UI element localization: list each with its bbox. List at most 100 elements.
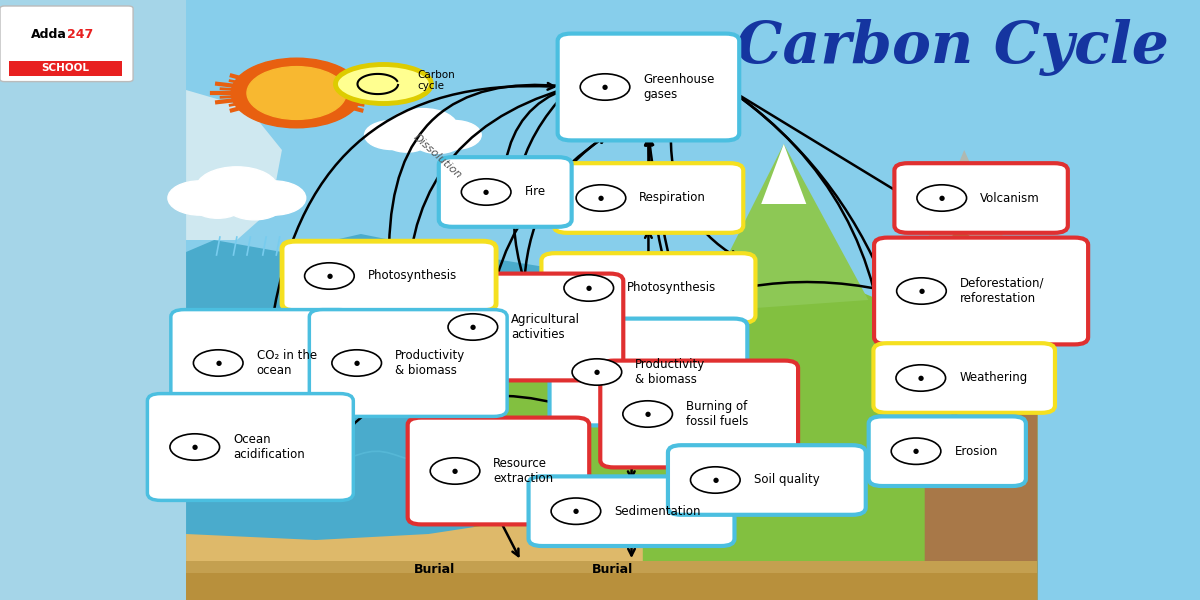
Circle shape — [551, 498, 601, 524]
Text: ●: ● — [938, 195, 944, 201]
Polygon shape — [880, 330, 930, 480]
FancyBboxPatch shape — [550, 319, 748, 425]
Text: Photosynthesis: Photosynthesis — [628, 281, 716, 295]
Text: Dissolution: Dissolution — [412, 132, 463, 180]
FancyBboxPatch shape — [528, 476, 734, 546]
Circle shape — [247, 67, 347, 119]
Text: Sedimentation: Sedimentation — [614, 505, 701, 518]
Circle shape — [191, 190, 244, 218]
Polygon shape — [902, 150, 1026, 300]
Polygon shape — [186, 573, 1038, 600]
Circle shape — [690, 467, 740, 493]
Circle shape — [413, 127, 462, 154]
Circle shape — [427, 121, 481, 149]
Text: Deforestation/
reforestation: Deforestation/ reforestation — [960, 277, 1044, 305]
FancyBboxPatch shape — [558, 34, 739, 140]
Circle shape — [193, 350, 244, 376]
FancyBboxPatch shape — [148, 394, 353, 500]
FancyBboxPatch shape — [869, 416, 1026, 486]
FancyBboxPatch shape — [282, 241, 496, 311]
FancyBboxPatch shape — [439, 157, 571, 227]
Polygon shape — [700, 144, 869, 312]
Text: Weathering: Weathering — [959, 371, 1027, 385]
Circle shape — [226, 188, 283, 220]
Polygon shape — [474, 264, 1038, 600]
Polygon shape — [186, 234, 643, 600]
Text: ●: ● — [452, 468, 458, 474]
Circle shape — [581, 74, 630, 100]
Circle shape — [384, 128, 430, 152]
Text: 247: 247 — [66, 28, 92, 41]
Text: Fire: Fire — [524, 185, 546, 199]
FancyBboxPatch shape — [426, 274, 623, 380]
Text: Respiration: Respiration — [640, 191, 706, 205]
FancyBboxPatch shape — [170, 310, 353, 416]
FancyBboxPatch shape — [0, 0, 186, 600]
FancyBboxPatch shape — [874, 343, 1055, 413]
Circle shape — [896, 278, 947, 304]
FancyBboxPatch shape — [668, 445, 865, 515]
FancyBboxPatch shape — [541, 253, 756, 323]
Circle shape — [170, 434, 220, 460]
FancyBboxPatch shape — [553, 163, 743, 233]
Text: Adda: Adda — [31, 28, 66, 41]
Text: ●: ● — [918, 288, 924, 294]
Text: Productivity
& biomass: Productivity & biomass — [395, 349, 466, 377]
Text: Resource
extraction: Resource extraction — [493, 457, 553, 485]
Text: Burial: Burial — [414, 563, 455, 576]
Text: Photosynthesis: Photosynthesis — [367, 269, 457, 283]
Text: ●: ● — [326, 273, 332, 279]
Text: CO₂ in the
ocean: CO₂ in the ocean — [257, 349, 317, 377]
Circle shape — [388, 109, 457, 146]
Text: ●: ● — [484, 189, 490, 195]
Text: Burial: Burial — [592, 563, 632, 576]
Text: ●: ● — [913, 448, 919, 454]
Circle shape — [576, 185, 625, 211]
Polygon shape — [925, 252, 1038, 312]
Circle shape — [232, 58, 362, 128]
Circle shape — [431, 458, 480, 484]
Text: ●: ● — [215, 360, 221, 366]
Text: ●: ● — [644, 411, 650, 417]
Circle shape — [196, 167, 278, 211]
Text: Erosion: Erosion — [954, 445, 997, 458]
Text: ●: ● — [469, 324, 476, 330]
Circle shape — [892, 438, 941, 464]
FancyBboxPatch shape — [874, 238, 1088, 344]
Text: ●: ● — [602, 84, 608, 90]
Text: ●: ● — [594, 369, 600, 375]
Polygon shape — [186, 561, 1038, 600]
Circle shape — [461, 179, 511, 205]
Polygon shape — [925, 228, 1038, 600]
Polygon shape — [186, 90, 282, 240]
Text: Burning of
fossil fuels: Burning of fossil fuels — [686, 400, 749, 428]
Text: ●: ● — [918, 375, 924, 381]
Circle shape — [241, 181, 306, 215]
Text: ●: ● — [586, 285, 592, 291]
Circle shape — [572, 359, 622, 385]
Text: Ocean
acidification: Ocean acidification — [233, 433, 305, 461]
FancyBboxPatch shape — [0, 6, 133, 82]
Circle shape — [365, 121, 419, 149]
Text: ●: ● — [598, 195, 604, 201]
Circle shape — [305, 263, 354, 289]
Text: Greenhouse
gases: Greenhouse gases — [643, 73, 715, 101]
Polygon shape — [186, 516, 643, 600]
Circle shape — [168, 181, 233, 215]
Text: Volcanism: Volcanism — [980, 191, 1040, 205]
Polygon shape — [761, 144, 806, 204]
Text: ●: ● — [354, 360, 360, 366]
Text: ●: ● — [572, 508, 578, 514]
FancyBboxPatch shape — [310, 310, 508, 416]
Circle shape — [623, 401, 672, 427]
Text: SCHOOL: SCHOOL — [42, 64, 90, 73]
FancyBboxPatch shape — [894, 163, 1068, 233]
Text: ●: ● — [713, 477, 719, 483]
Text: Soil quality: Soil quality — [754, 473, 820, 487]
Circle shape — [332, 350, 382, 376]
Ellipse shape — [336, 64, 431, 103]
Text: Agricultural
activities: Agricultural activities — [511, 313, 580, 341]
Circle shape — [917, 185, 966, 211]
FancyBboxPatch shape — [408, 418, 589, 524]
Text: ●: ● — [192, 444, 198, 450]
